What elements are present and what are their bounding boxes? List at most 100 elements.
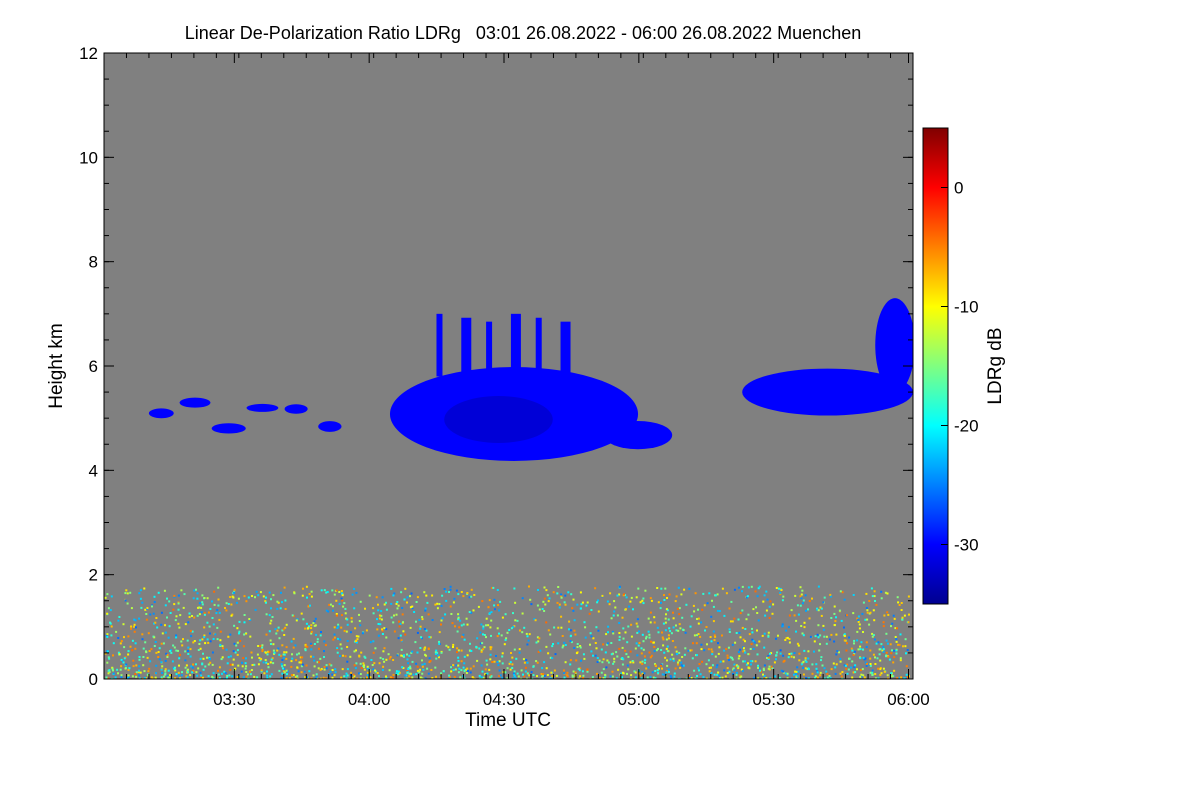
aerosol-pixel [624, 608, 627, 611]
aerosol-pixel [698, 663, 701, 665]
aerosol-pixel [742, 638, 745, 641]
aerosol-pixel [412, 673, 415, 676]
aerosol-pixel [697, 633, 700, 635]
aerosol-pixel [396, 654, 399, 657]
aerosol-pixel [421, 659, 423, 662]
aerosol-pixel [621, 676, 623, 679]
aerosol-pixel [329, 670, 332, 673]
aerosol-pixel [612, 662, 615, 665]
aerosol-pixel [791, 677, 793, 679]
aerosol-pixel [143, 676, 146, 679]
aerosol-pixel [119, 642, 122, 645]
aerosol-pixel [217, 669, 219, 672]
aerosol-pixel [258, 657, 261, 659]
aerosol-pixel [664, 656, 667, 659]
aerosol-pixel [618, 647, 621, 650]
aerosol-pixel [896, 596, 899, 599]
aerosol-pixel [541, 667, 544, 670]
aerosol-pixel [869, 657, 872, 660]
cloud-plume [875, 298, 913, 393]
aerosol-pixel [843, 635, 846, 637]
aerosol-pixel [739, 612, 742, 615]
aerosol-pixel [242, 645, 245, 648]
aerosol-pixel [420, 636, 423, 639]
aerosol-pixel [157, 591, 160, 594]
aerosol-pixel [222, 647, 224, 650]
aerosol-pixel [766, 598, 769, 601]
aerosol-pixel [561, 646, 564, 649]
aerosol-pixel [315, 673, 318, 676]
aerosol-pixel [693, 669, 696, 672]
aerosol-pixel [288, 677, 291, 679]
aerosol-pixel [638, 642, 641, 644]
aerosol-pixel [225, 602, 228, 605]
aerosol-pixel [363, 655, 366, 658]
aerosol-pixel [618, 632, 621, 634]
aerosol-pixel [669, 658, 672, 661]
plot-content [104, 298, 913, 679]
aerosol-pixel [513, 670, 516, 673]
aerosol-pixel [805, 660, 808, 663]
aerosol-pixel [201, 638, 204, 641]
aerosol-pixel [825, 642, 828, 645]
aerosol-pixel [861, 668, 864, 671]
aerosol-pixel [546, 674, 549, 676]
aerosol-pixel [229, 596, 232, 598]
aerosol-pixel [378, 662, 381, 665]
aerosol-pixel [523, 626, 526, 629]
aerosol-pixel [754, 660, 757, 663]
aerosol-pixel [362, 662, 365, 665]
aerosol-pixel [158, 647, 161, 650]
aerosol-pixel [586, 601, 589, 604]
aerosol-pixel [858, 623, 861, 626]
aerosol-pixel [418, 671, 421, 673]
aerosol-pixel [874, 600, 876, 602]
aerosol-pixel [448, 591, 450, 593]
aerosol-pixel [749, 660, 752, 663]
aerosol-pixel [830, 617, 833, 619]
aerosol-pixel [440, 604, 443, 607]
aerosol-pixel [209, 640, 212, 643]
aerosol-pixel [712, 620, 715, 623]
aerosol-pixel [834, 620, 837, 623]
aerosol-pixel [576, 603, 579, 606]
aerosol-pixel [504, 613, 507, 616]
aerosol-pixel [378, 617, 381, 620]
aerosol-pixel [659, 607, 662, 610]
aerosol-pixel [254, 596, 256, 599]
aerosol-pixel [491, 661, 494, 663]
aerosol-pixel [206, 597, 209, 600]
aerosol-pixel [424, 677, 427, 679]
aerosol-pixel [543, 586, 546, 589]
aerosol-pixel [192, 597, 195, 600]
aerosol-pixel [506, 631, 509, 634]
aerosol-pixel [323, 640, 326, 643]
aerosol-pixel [672, 657, 675, 660]
aerosol-pixel [139, 589, 142, 592]
aerosol-pixel [298, 661, 301, 664]
aerosol-pixel [243, 621, 246, 624]
aerosol-pixel [227, 656, 230, 659]
aerosol-pixel [560, 593, 563, 596]
aerosol-pixel [532, 665, 535, 668]
aerosol-pixel [904, 638, 907, 641]
aerosol-pixel [441, 617, 444, 620]
aerosol-pixel [532, 674, 535, 677]
aerosol-pixel [278, 637, 281, 640]
aerosol-pixel [838, 651, 840, 654]
aerosol-pixel [757, 619, 760, 622]
aerosol-pixel [900, 602, 903, 604]
aerosol-pixel [672, 626, 675, 629]
aerosol-pixel [735, 632, 738, 634]
aerosol-pixel [895, 649, 898, 652]
aerosol-pixel [359, 677, 362, 679]
aerosol-pixel [396, 607, 399, 610]
aerosol-pixel [189, 629, 192, 632]
aerosol-pixel [795, 675, 798, 678]
aerosol-pixel [469, 642, 471, 645]
aerosol-pixel [419, 647, 422, 649]
aerosol-pixel [445, 590, 448, 593]
aerosol-pixel [262, 595, 265, 598]
aerosol-pixel [406, 653, 408, 656]
aerosol-pixel [283, 667, 286, 670]
